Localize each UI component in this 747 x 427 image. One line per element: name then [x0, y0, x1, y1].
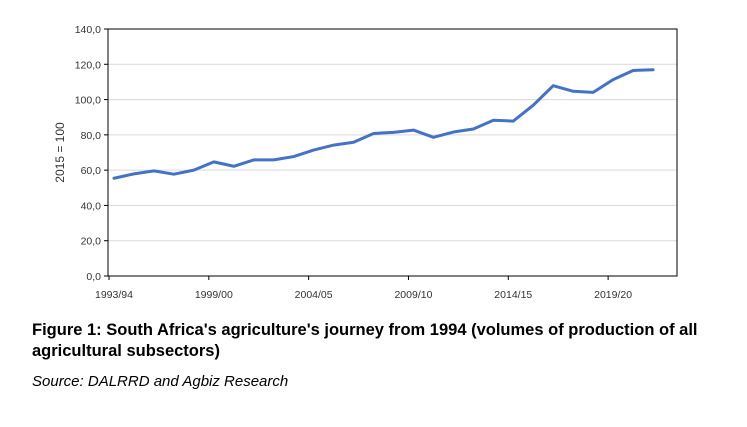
data-point — [432, 136, 434, 138]
data-point — [492, 119, 494, 121]
y-tick-label: 80,0 — [81, 130, 102, 142]
data-point — [652, 69, 654, 71]
data-point — [213, 161, 215, 163]
data-point — [412, 129, 414, 131]
data-point — [512, 120, 514, 122]
plot-border — [107, 28, 678, 277]
data-point — [592, 91, 594, 93]
data-point — [153, 170, 155, 172]
y-tick-label: 100,0 — [75, 95, 101, 107]
data-point — [612, 79, 614, 81]
figure-caption: Figure 1: South Africa's agriculture's j… — [32, 321, 698, 360]
x-tick-label: 2019/20 — [594, 289, 632, 301]
data-point — [552, 85, 554, 87]
figure-source: Source: DALRRD and Agbiz Research — [32, 373, 289, 390]
x-tick-label: 1993/94 — [95, 289, 133, 301]
y-tick-label: 140,0 — [75, 24, 101, 36]
y-tick-label: 0,0 — [86, 271, 101, 283]
y-axis-label: 2015 = 100 — [53, 122, 67, 183]
data-point — [392, 131, 394, 133]
line-chart: 0,0 20,0 40,0 60,0 80,0 100,0 120,0 140,0 1993/9… — [53, 24, 678, 301]
y-tick-label: 60,0 — [81, 165, 102, 177]
x-tick-label: 2004/05 — [295, 289, 333, 301]
x-tick-label: 1999/00 — [195, 289, 233, 301]
x-tick-label: 2014/15 — [494, 289, 532, 301]
data-point — [133, 173, 135, 175]
data-point — [253, 159, 255, 161]
y-tick-label: 40,0 — [81, 200, 102, 212]
data-point — [452, 131, 454, 133]
data-point — [193, 169, 195, 171]
data-point — [632, 69, 634, 71]
y-tick-label: 20,0 — [81, 236, 102, 248]
data-point — [113, 177, 115, 179]
data-point — [173, 173, 175, 175]
data-point — [233, 165, 235, 167]
data-point — [333, 144, 335, 146]
data-point — [353, 141, 355, 143]
data-point — [532, 104, 534, 106]
series-line — [112, 68, 655, 180]
data-point — [572, 90, 574, 92]
data-point — [293, 156, 295, 158]
data-point — [373, 132, 375, 134]
y-tick-label: 120,0 — [75, 59, 101, 71]
data-point — [313, 149, 315, 151]
data-point — [472, 128, 474, 130]
data-point — [273, 159, 275, 161]
x-tick-label: 2009/10 — [394, 289, 432, 301]
